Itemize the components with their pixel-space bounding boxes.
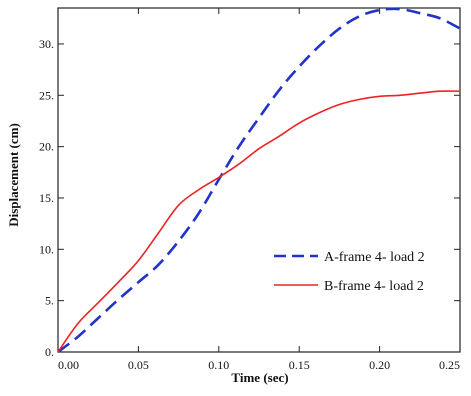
x-tick-label: 0.25 <box>439 358 460 372</box>
x-tick-label: 0.10 <box>208 358 229 372</box>
plot-frame <box>57 7 461 353</box>
x-tick-label: 0.05 <box>128 358 149 372</box>
y-axis-ticks: 0. 5. 10. 15. 20. 25. 30. <box>39 37 460 359</box>
legend-label-b-frame: B-frame 4- load 2 <box>324 279 424 294</box>
y-tick-label: 0. <box>45 345 54 359</box>
series-line-b-frame <box>57 90 461 353</box>
y-tick-label: 20. <box>39 140 54 154</box>
y-tick-label: 25. <box>39 88 54 102</box>
x-tick-label: 0.00 <box>58 358 79 372</box>
series-layer <box>57 7 461 354</box>
x-tick-label: 0.20 <box>369 358 390 372</box>
legend: A-frame 4- load 2 B-frame 4- load 2 <box>274 250 425 294</box>
y-tick-label: 30. <box>39 37 54 51</box>
y-axis-title: Displacement (cm) <box>6 123 21 227</box>
x-axis-ticks: 0.00 0.05 0.10 0.15 0.20 0.25 <box>57 8 461 372</box>
x-axis-title: Time (sec) <box>231 370 288 385</box>
plot-border <box>57 7 461 353</box>
x-tick-label: 0.15 <box>289 358 310 372</box>
y-tick-label: 5. <box>45 294 54 308</box>
y-tick-label: 10. <box>39 242 54 256</box>
legend-label-a-frame: A-frame 4- load 2 <box>324 250 425 265</box>
y-tick-label: 15. <box>39 191 54 205</box>
series-line-a-frame <box>57 7 461 354</box>
